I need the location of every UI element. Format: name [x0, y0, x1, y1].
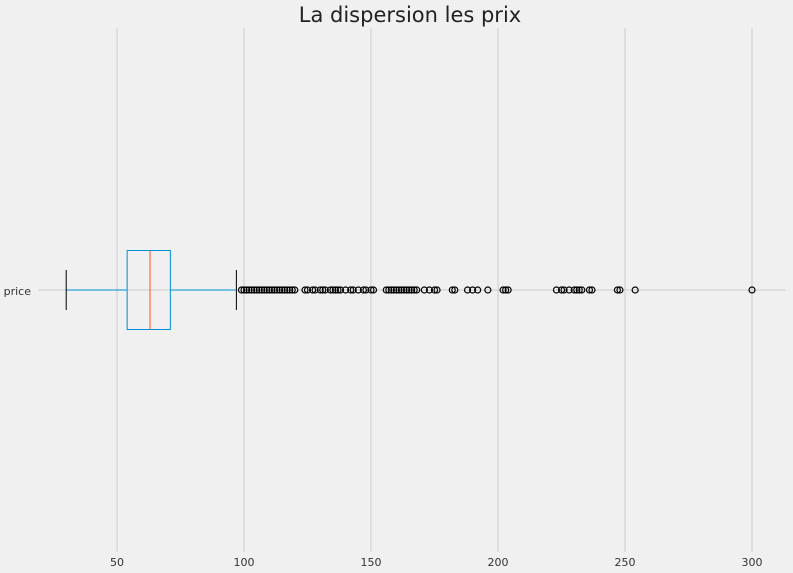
outlier-point [474, 286, 482, 294]
x-tick-labels: 50 100 150 200 250 300 [110, 556, 763, 569]
outlier-point [288, 286, 296, 294]
outlier-point [245, 286, 253, 294]
outlier-point [451, 286, 459, 294]
x-tick-label: 150 [361, 556, 382, 569]
outlier-point [275, 286, 284, 294]
outlier-point [578, 286, 586, 294]
outlier-point [342, 286, 350, 294]
outlier-point [248, 286, 256, 294]
outlier-point [321, 286, 329, 294]
outlier-point [369, 286, 378, 294]
outlier-point [573, 286, 581, 294]
outlier-point [265, 286, 273, 294]
outlier-point [585, 286, 594, 294]
outlier-point [367, 286, 375, 294]
x-tick-label: 200 [488, 556, 509, 569]
outlier-point [308, 286, 317, 294]
chart-title: La dispersion les prix [299, 3, 521, 27]
outlier-point [268, 286, 276, 294]
outlier-point [349, 286, 357, 294]
outlier-point [385, 286, 393, 294]
outlier-point [502, 286, 510, 294]
whiskers [65, 270, 237, 310]
outlier-point [301, 286, 309, 294]
outlier-point [613, 286, 621, 294]
outlier-point [748, 286, 756, 294]
outlier-point [326, 286, 334, 294]
outlier-point [362, 286, 370, 294]
outlier-point [390, 286, 398, 294]
outlier-point [303, 286, 312, 294]
x-tick-label: 250 [615, 556, 636, 569]
outlier-point [588, 286, 596, 294]
outlier-point [395, 286, 403, 294]
outlier-point [557, 286, 566, 294]
outlier-point [359, 286, 367, 294]
outlier-point [575, 286, 583, 294]
outlier-point [237, 286, 246, 294]
outlier-point [329, 286, 337, 294]
outlier-point [448, 286, 456, 294]
outlier-point [286, 286, 294, 294]
outlier-point [263, 286, 271, 294]
outlier-point [387, 286, 395, 294]
outlier-point [484, 286, 492, 294]
outlier-point [278, 286, 286, 294]
outlier-point [463, 286, 472, 294]
outlier-point [334, 286, 342, 294]
outlier-point [253, 286, 261, 294]
outlier-point [258, 286, 266, 294]
outlier-point [552, 286, 561, 294]
y-category-label: price [4, 285, 32, 298]
outlier-point [616, 286, 624, 294]
outlier-point [382, 286, 390, 294]
outlier-point [250, 286, 258, 294]
outlier-point [405, 286, 413, 294]
outlier-point [255, 286, 263, 294]
outlier-point [433, 286, 441, 294]
outlier-point [425, 286, 434, 294]
outlier-point [270, 286, 279, 294]
outlier-point [420, 286, 428, 294]
outlier-point [410, 286, 418, 294]
x-tick-label: 100 [234, 556, 255, 569]
outlier-point [240, 286, 248, 294]
outlier-point [281, 286, 289, 294]
outlier-point [354, 286, 362, 294]
outlier-point [336, 286, 345, 294]
outlier-points [237, 286, 756, 294]
outlier-point [400, 286, 408, 294]
outlier-point [430, 286, 439, 294]
outlier-point [397, 286, 406, 294]
outlier-point [273, 286, 281, 294]
outlier-point [504, 286, 512, 294]
outlier-point [408, 286, 416, 294]
outlier-point [347, 286, 355, 294]
x-tick-label: 300 [742, 556, 763, 569]
outlier-point [413, 286, 421, 294]
outlier-point [392, 286, 400, 294]
outlier-point [570, 286, 578, 294]
outlier-point [560, 286, 568, 294]
outlier-point [260, 286, 268, 294]
x-tick-label: 50 [110, 556, 124, 569]
outlier-point [316, 286, 324, 294]
outlier-point [402, 286, 411, 294]
outlier-point [631, 286, 639, 294]
outlier-point [319, 286, 327, 294]
outlier-point [291, 286, 299, 294]
outlier-point [331, 286, 340, 294]
box-iqr [126, 250, 171, 330]
outlier-point [311, 286, 319, 294]
outlier-point [565, 286, 573, 294]
outlier-point [283, 286, 291, 294]
outlier-point [242, 286, 251, 294]
outlier-point [499, 286, 507, 294]
outlier-point [469, 286, 477, 294]
